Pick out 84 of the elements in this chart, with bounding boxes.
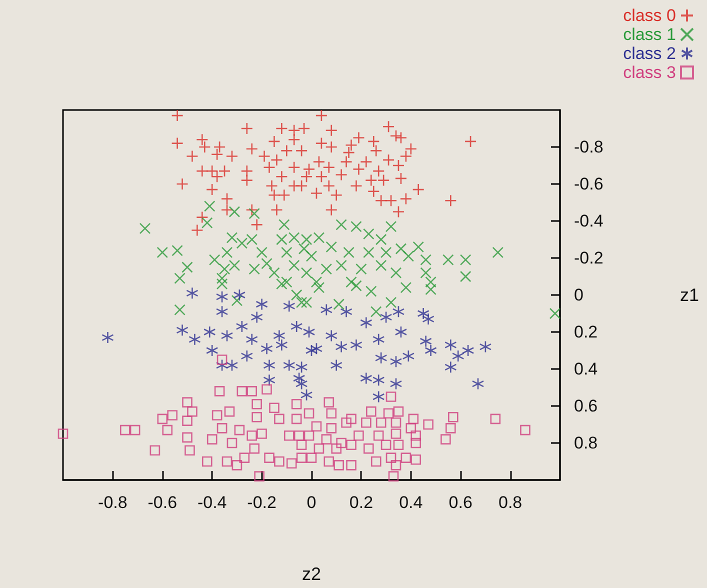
- legend-label: class 1: [623, 25, 676, 44]
- point: [310, 342, 323, 355]
- point: [422, 312, 434, 326]
- point: [372, 333, 385, 346]
- point: [444, 361, 457, 374]
- y-tick-label: 0.6: [574, 396, 598, 416]
- point: [402, 350, 415, 362]
- point: [320, 304, 333, 316]
- point: [282, 300, 296, 312]
- point: [176, 324, 188, 336]
- point: [300, 388, 313, 402]
- point: [290, 320, 303, 333]
- point: [220, 330, 234, 342]
- legend-label: class 3: [623, 63, 676, 82]
- y-tick-label: 0.2: [574, 322, 598, 342]
- point: [305, 344, 318, 357]
- point: [417, 307, 430, 320]
- point: [236, 320, 248, 333]
- point: [479, 340, 492, 353]
- point: [340, 306, 352, 318]
- point: [263, 359, 276, 372]
- point: [226, 359, 238, 372]
- x-tick-label: -0.8: [98, 493, 128, 512]
- point: [260, 342, 273, 355]
- y-tick-label: -0.6: [574, 174, 604, 194]
- point: [246, 333, 258, 346]
- legend-label: class 0: [623, 6, 676, 25]
- point: [472, 378, 484, 390]
- point: [273, 330, 286, 342]
- point: [186, 287, 198, 300]
- point: [372, 390, 385, 403]
- x-tick-label: -0.4: [197, 493, 227, 512]
- point: [392, 306, 405, 318]
- point: [188, 333, 201, 346]
- point: [276, 338, 288, 352]
- point: [102, 331, 114, 344]
- x-tick-label: 0.6: [448, 493, 472, 512]
- point: [390, 378, 402, 390]
- point: [203, 326, 216, 338]
- y-tick-label: -0.4: [574, 212, 604, 230]
- point: [390, 355, 402, 368]
- point: [424, 344, 437, 357]
- x-tick-label: 0.4: [399, 493, 423, 512]
- y-tick-label: -0.2: [574, 248, 604, 268]
- point: [394, 326, 408, 338]
- point: [295, 378, 308, 390]
- point: [350, 338, 362, 352]
- point: [372, 374, 385, 386]
- point: [233, 288, 246, 302]
- point: [256, 298, 268, 310]
- y-tick-label: 0.8: [574, 434, 598, 452]
- x-axis-title: z2: [302, 564, 322, 584]
- y-axis-title: z1: [680, 285, 700, 305]
- point: [292, 372, 306, 384]
- point: [216, 359, 228, 372]
- point: [444, 338, 457, 352]
- y-tick-label: 0.4: [574, 360, 598, 378]
- point: [295, 361, 308, 374]
- point: [216, 306, 228, 318]
- x-tick-label: -0.6: [148, 493, 178, 512]
- point: [330, 359, 342, 372]
- point: [360, 316, 372, 329]
- point: [216, 290, 228, 303]
- x-tick-label: 0.8: [498, 493, 522, 512]
- point: [302, 326, 316, 338]
- point: [250, 311, 263, 324]
- point: [282, 359, 296, 372]
- point: [452, 350, 464, 362]
- y-tick-label: -0.8: [574, 138, 604, 156]
- point: [380, 311, 392, 324]
- point: [462, 344, 474, 357]
- point: [335, 340, 348, 353]
- x-tick-label: 0.2: [349, 493, 374, 512]
- legend-label: class 2: [623, 44, 676, 63]
- point: [325, 330, 338, 342]
- y-tick-label: 0: [574, 286, 584, 304]
- x-tick-label: -0.2: [247, 493, 276, 512]
- x-tick-label: 0: [306, 493, 316, 512]
- point: [420, 335, 432, 348]
- point: [374, 352, 388, 364]
- point: [206, 344, 218, 357]
- point: [263, 374, 276, 386]
- point: [240, 350, 254, 362]
- point: [360, 372, 372, 384]
